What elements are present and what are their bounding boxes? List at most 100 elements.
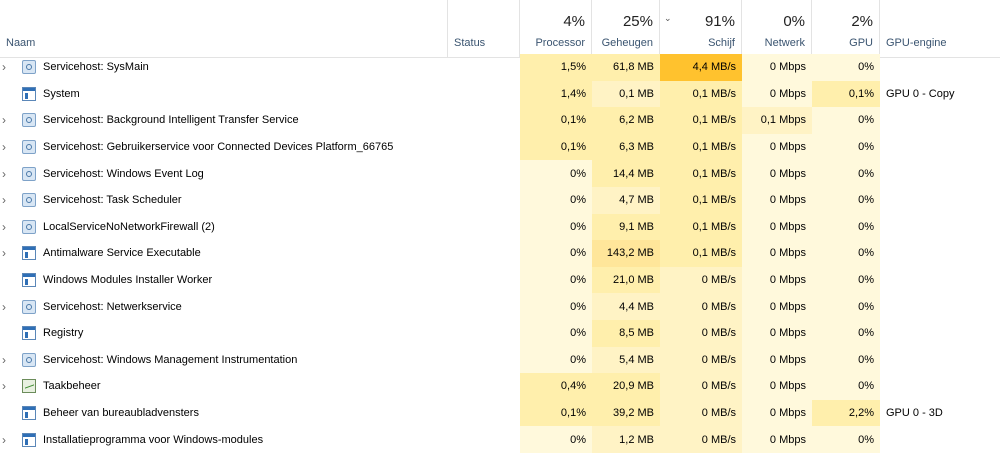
memory-cell: 6,3 MB [592, 133, 660, 161]
gpu-engine-cell [880, 134, 1000, 161]
process-row[interactable]: › Servicehost: Background Intelligent Tra… [0, 107, 1000, 134]
memory-cell: 5,4 MB [592, 346, 660, 374]
process-name: LocalServiceNoNetworkFirewall (2) [43, 220, 215, 233]
process-row[interactable]: › Servicehost: Gebruikerservice voor Conn… [0, 133, 1000, 161]
status-cell [448, 187, 520, 214]
cpu-cell: 0,1% [520, 133, 592, 161]
process-row[interactable]: › Installatieprogramma voor Windows-modul… [0, 426, 1000, 453]
process-row[interactable]: › Servicehost: Netwerkservice 0% 4,4 MB 0 MB… [0, 293, 1000, 320]
network-cell: 0 Mbps [742, 266, 812, 294]
cpu-cell: 0% [520, 426, 592, 453]
process-name: Servicehost: Task Scheduler [43, 194, 182, 207]
network-cell: 0 Mbps [742, 160, 812, 187]
status-cell [448, 267, 520, 294]
window-icon [22, 86, 36, 101]
chevron-right-icon[interactable]: › [2, 299, 6, 314]
chevron-right-icon[interactable]: › [2, 379, 6, 394]
gpu-cell: 2,2% [812, 399, 880, 427]
gpu-cell: 0% [812, 346, 880, 374]
column-header-geheugen[interactable]: 25% Geheugen [592, 0, 660, 57]
status-cell [448, 214, 520, 241]
disk-cell: 0 MB/s [660, 266, 742, 294]
process-name-cell: › Servicehost: Netwerkservice [0, 293, 448, 320]
taskmanager-icon [22, 379, 36, 394]
process-name-cell: Registry [0, 320, 448, 347]
process-row[interactable]: › Servicehost: SysMain 1,5% 61,8 MB 4,4 MB/s… [0, 54, 1000, 81]
memory-cell: 61,8 MB [592, 54, 660, 81]
gpu-cell: 0% [812, 373, 880, 400]
status-cell [448, 320, 520, 347]
column-header-status[interactable]: Status [448, 0, 520, 57]
process-row[interactable]: › Antimalware Service Executable 0% 143,2 M… [0, 240, 1000, 267]
gpu-engine-cell [880, 373, 1000, 400]
chevron-right-icon[interactable]: › [2, 166, 6, 181]
gpu-cell: 0% [812, 187, 880, 214]
status-cell [448, 160, 520, 187]
process-name: Windows Modules Installer Worker [43, 274, 213, 287]
column-header-netwerk[interactable]: 0% Netwerk [742, 0, 812, 57]
chevron-right-icon[interactable]: › [2, 140, 6, 155]
process-name: Registry [43, 327, 84, 340]
cpu-cell: 0% [520, 346, 592, 374]
gpu-engine-cell [880, 187, 1000, 214]
memory-cell: 21,0 MB [592, 266, 660, 294]
gpu-engine-cell [880, 347, 1000, 374]
gpu-total-pct: 2% [851, 13, 873, 30]
process-row[interactable]: › Servicehost: Windows Management Instrum… [0, 346, 1000, 374]
process-row[interactable]: Beheer van bureaubladvensters 0,1% 39,2 MB… [0, 399, 1000, 427]
chevron-right-icon[interactable]: › [2, 113, 6, 128]
column-header-gpu[interactable]: 2% GPU [812, 0, 880, 57]
disk-cell: 0,1 MB/s [660, 187, 742, 214]
disk-cell: 0 MB/s [660, 346, 742, 374]
memory-cell: 9,1 MB [592, 213, 660, 241]
process-row[interactable]: System 1,4% 0,1 MB 0,1 MB/s 0 Mbps 0,1% GPU 0 … [0, 80, 1000, 108]
gpu-cell: 0% [812, 213, 880, 241]
cpu-cell: 1,5% [520, 54, 592, 81]
column-header-naam[interactable]: Naam [0, 0, 448, 57]
process-name-cell: › Installatieprogramma voor Windows-modul… [0, 426, 448, 453]
process-name-cell: › Antimalware Service Executable [0, 240, 448, 267]
status-cell [448, 373, 520, 400]
chevron-right-icon[interactable]: › [2, 246, 6, 261]
column-header-schijf[interactable]: ⌄ 91% Schijf [660, 0, 742, 57]
process-row[interactable]: › Servicehost: Task Scheduler 0% 4,7 MB 0,1 … [0, 187, 1000, 214]
cpu-cell: 0% [520, 187, 592, 214]
status-cell [448, 293, 520, 320]
process-name-cell: Windows Modules Installer Worker [0, 267, 448, 294]
cpu-cell: 0% [520, 293, 592, 320]
process-name-cell: › Servicehost: Gebruikerservice voor Conn… [0, 134, 448, 161]
process-name: Taakbeheer [43, 380, 101, 393]
cpu-cell: 0,4% [520, 373, 592, 400]
disk-cell: 0 MB/s [660, 399, 742, 427]
cpu-cell: 0,1% [520, 107, 592, 134]
process-name-cell: › Servicehost: Windows Event Log [0, 160, 448, 187]
process-name-cell: › Servicehost: SysMain [0, 54, 448, 81]
memory-cell: 0,1 MB [592, 80, 660, 108]
chevron-right-icon[interactable]: › [2, 193, 6, 208]
chevron-right-icon[interactable]: › [2, 352, 6, 367]
process-row[interactable]: › LocalServiceNoNetworkFirewall (2) 0% 9,1 … [0, 213, 1000, 241]
disk-cell: 0 MB/s [660, 373, 742, 400]
gpu-engine-cell [880, 293, 1000, 320]
process-row[interactable]: Registry 0% 8,5 MB 0 MB/s 0 Mbps 0% [0, 320, 1000, 347]
process-name: Servicehost: Gebruikerservice voor Conne… [43, 141, 394, 154]
chevron-right-icon[interactable]: › [2, 60, 6, 75]
chevron-right-icon[interactable]: › [2, 432, 6, 447]
process-name-cell: › Servicehost: Windows Management Instrum… [0, 347, 448, 374]
network-cell: 0 Mbps [742, 346, 812, 374]
gpu-cell: 0% [812, 320, 880, 347]
process-name-cell: › Servicehost: Background Intelligent Tra… [0, 107, 448, 134]
gpu-engine-cell [880, 54, 1000, 81]
memory-cell: 1,2 MB [592, 426, 660, 453]
gpu-engine-cell: GPU 0 - 3D [886, 407, 943, 420]
process-row[interactable]: › Taakbeheer 0,4% 20,9 MB 0 MB/s 0 Mbps 0% [0, 373, 1000, 400]
gpu-engine-cell [880, 267, 1000, 294]
network-cell: 0 Mbps [742, 133, 812, 161]
disk-total-pct: 91% [704, 13, 735, 30]
process-name-cell: Beheer van bureaubladvensters [0, 400, 448, 427]
chevron-right-icon[interactable]: › [2, 219, 6, 234]
process-row[interactable]: Windows Modules Installer Worker 0% 21,0 M… [0, 266, 1000, 294]
column-header-gpu-engine[interactable]: GPU-engine [880, 0, 1000, 57]
process-row[interactable]: › Servicehost: Windows Event Log 0% 14,4 MB… [0, 160, 1000, 187]
column-header-processor[interactable]: 4% Processor [520, 0, 592, 57]
